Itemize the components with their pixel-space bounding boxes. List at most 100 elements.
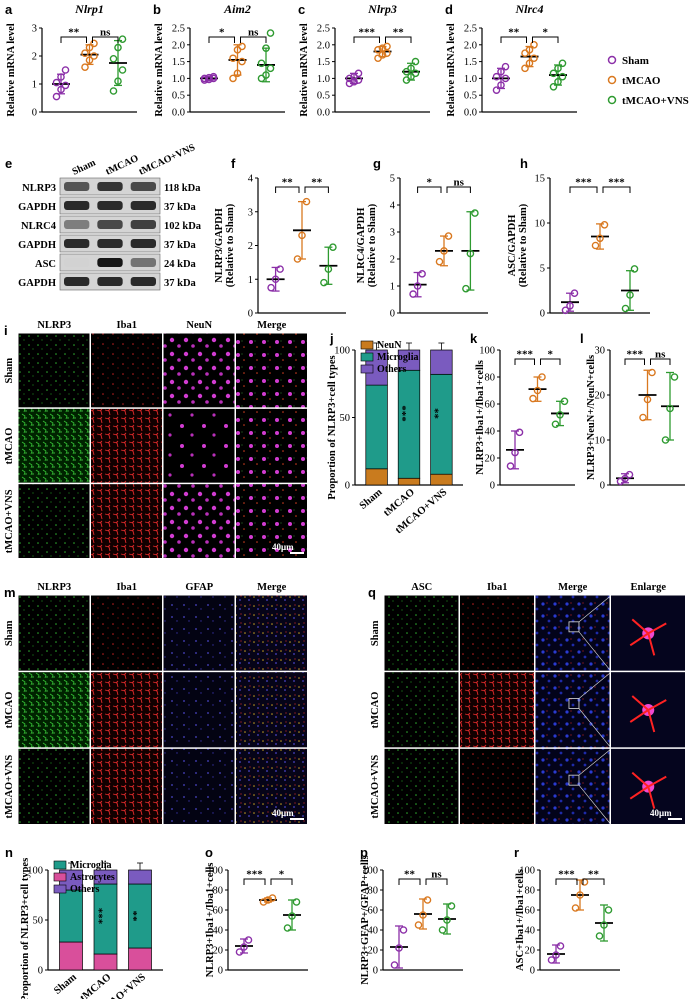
legend-marker <box>607 95 617 105</box>
y-tick-label: 1 <box>32 80 37 91</box>
panel-letter: b <box>153 2 161 17</box>
blot-band <box>130 182 156 191</box>
data-point <box>233 69 242 78</box>
data-point <box>298 231 306 240</box>
micrograph-image <box>18 672 90 748</box>
panel-letter: g <box>373 156 381 171</box>
blot-band <box>97 239 123 248</box>
y-tick-label: 0 <box>373 966 378 977</box>
data-point <box>571 904 580 912</box>
data-point <box>262 71 270 79</box>
data-point <box>399 926 408 934</box>
micrograph-image <box>91 484 162 558</box>
y-tick-label: 0 <box>390 309 395 320</box>
data-point <box>511 448 519 457</box>
data-point <box>443 916 451 924</box>
sig-label: *** <box>517 349 534 361</box>
panel-letter: k <box>470 331 478 346</box>
legend-label: Microglia <box>70 860 111 871</box>
y-tick-label: 1.0 <box>464 74 477 85</box>
data-point <box>462 284 470 293</box>
enlarged-process <box>629 771 667 809</box>
data-point <box>118 66 127 74</box>
sig-bracket <box>304 186 329 193</box>
legend-swatch <box>360 364 374 374</box>
bar-segment <box>397 477 421 486</box>
data-point <box>411 57 420 66</box>
data-point <box>288 912 296 920</box>
micrograph-image <box>535 748 610 824</box>
y-tick-label: 1.5 <box>172 57 185 68</box>
y-tick-label: 20 <box>368 946 379 957</box>
y-axis-label: (Relative to Sham) <box>367 203 378 287</box>
sig-label: *** <box>97 907 109 924</box>
panel-letter: o <box>205 845 213 860</box>
blot-band <box>64 239 90 248</box>
blot-band <box>97 258 123 267</box>
legend-label: tMCAO <box>622 75 661 87</box>
data-point <box>444 232 453 240</box>
data-point <box>558 59 567 68</box>
sig-bracket <box>540 358 561 365</box>
data-point <box>630 265 639 273</box>
y-tick-label: 2.0 <box>172 40 185 51</box>
micrograph-image <box>18 333 90 408</box>
data-point <box>643 395 652 404</box>
legend-label: NeuN <box>377 340 402 351</box>
legend-label: Sham <box>622 55 649 67</box>
y-tick-label: 40 <box>525 926 536 937</box>
column-label: Iba1 <box>117 582 137 593</box>
y-tick-label: 1.5 <box>464 57 477 68</box>
data-point <box>530 41 538 49</box>
y-tick-label: 2.0 <box>317 40 330 51</box>
data-point <box>551 420 560 429</box>
sig-label: ** <box>282 177 294 189</box>
y-tick-label: 3 <box>32 24 37 35</box>
data-point <box>492 86 501 94</box>
data-point <box>600 921 608 929</box>
micrograph-image <box>18 595 90 671</box>
sig-bracket <box>555 878 578 885</box>
panel-q: ASC Iba1 Merge Enlarge Sham tMCAO tMCAO+VNS 40μ… <box>370 582 685 825</box>
row-label: tMCAO <box>4 428 15 465</box>
y-tick-label: 10 <box>595 436 606 447</box>
data-point <box>345 79 354 88</box>
y-axis-label: Relative mRNA level <box>446 23 457 116</box>
blot-band <box>97 182 123 191</box>
data-point <box>639 413 647 422</box>
column-label: ASC <box>411 582 432 593</box>
y-tick-label: 1 <box>390 282 395 293</box>
data-point <box>320 278 328 287</box>
bar-segment <box>128 947 152 971</box>
sig-bracket <box>532 36 559 43</box>
y-axis-label: Relative mRNA level <box>299 23 310 116</box>
panel-title: Nlrp3 <box>367 2 397 16</box>
data-point <box>435 257 444 266</box>
sig-bracket <box>500 36 527 43</box>
kda-label: 118 kDa <box>164 183 201 194</box>
panel-c: 0.0 0.5 1.0 1.5 2.0 2.5 Nlrp3 Relative mRNA lev… <box>299 2 430 119</box>
row-label: GAPDH <box>18 278 56 289</box>
data-point <box>506 462 515 470</box>
y-axis-label: Proportion of NLRP3+cell types <box>327 355 338 499</box>
panel-letter: c <box>298 2 305 17</box>
y-tick-label: 40 <box>368 926 379 937</box>
y-tick-label: 0.0 <box>317 108 330 119</box>
panel-letter: h <box>520 156 528 171</box>
x-tick-label: Sham <box>52 972 79 997</box>
micrograph-image <box>91 408 162 483</box>
panel-letter: d <box>445 2 453 17</box>
data-point <box>61 81 70 90</box>
y-tick-label: 0.0 <box>172 108 185 119</box>
y-tick-label: 2.5 <box>464 24 477 35</box>
row-label: tMCAO+VNS <box>370 755 381 819</box>
row-label: tMCAO <box>4 692 15 729</box>
y-tick-label: 80 <box>368 886 379 897</box>
data-point <box>492 72 501 81</box>
micrograph-image <box>163 748 235 824</box>
y-tick-label: 0 <box>248 309 253 320</box>
panel-i: NLRP3 Iba1 NeuN Merge Sham tMCAO tMCAO+VNS 40μm <box>4 320 307 558</box>
sig-label: ** <box>393 27 405 39</box>
